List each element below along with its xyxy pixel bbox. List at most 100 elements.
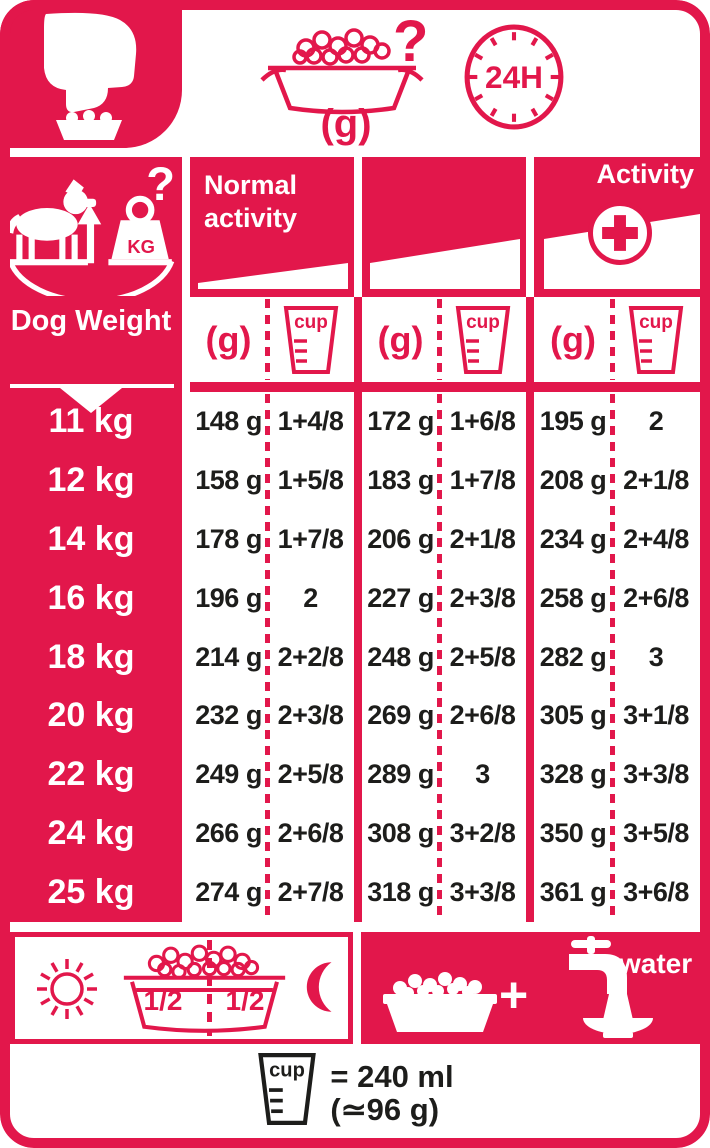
table-row: 266 g 2+6/8	[190, 804, 354, 863]
svg-text:cup: cup	[294, 312, 328, 333]
dashed-split-line	[207, 940, 212, 1036]
grams-header: (g)	[550, 318, 596, 360]
cup-equivalence: = 240 ml (≃96 g)	[330, 1052, 453, 1126]
dotted-divider	[265, 299, 271, 380]
activity-plus-label: Activity	[596, 159, 694, 189]
dotted-divider	[610, 394, 616, 920]
col2-header: (g) cup	[362, 297, 526, 382]
grams-value: 361 g	[539, 877, 607, 908]
cup-value: 1+7/8	[449, 464, 516, 495]
table-row: 249 g 2+5/8	[190, 745, 354, 804]
grams-value: 172 g	[367, 405, 434, 436]
dog-weight-row-label: 12 kg	[47, 460, 135, 499]
cup-value: 2+6/8	[449, 700, 516, 731]
table-row: 318 g 3+3/8	[362, 863, 526, 922]
table-row: 282 g 3	[534, 628, 700, 687]
grams-value: 266 g	[195, 818, 262, 849]
col3-header: (g) cup	[534, 297, 700, 382]
grams-value: 282 g	[539, 641, 607, 672]
grams-value: 178 g	[195, 523, 262, 554]
cup-value: 2+7/8	[277, 877, 344, 908]
table-row: 183 g 1+7/8	[362, 451, 526, 510]
plus-cross-icon	[602, 215, 638, 251]
half-portion-label: 1/2	[143, 985, 183, 1016]
question-mark-icon: ?	[146, 165, 175, 210]
activity-ramp-mid-icon	[370, 239, 520, 289]
cup-value: 2+3/8	[449, 582, 516, 613]
grams-value: 195 g	[539, 405, 607, 436]
cup-legend: cup = 240 ml (≃96 g)	[0, 1052, 710, 1126]
dog-weight-values: 11 kg 12 kg 14 kg 16 kg 18 kg 20 kg 22 kg 24 kg…	[0, 392, 182, 922]
table-row: 232 g 2+3/8	[190, 686, 354, 745]
table-row: 214 g 2+2/8	[190, 628, 354, 687]
table-row: 305 g 3+1/8	[534, 686, 700, 745]
svg-text:cup: cup	[270, 1059, 306, 1081]
table-row: 274 g 2+7/8	[190, 863, 354, 922]
col1-header: (g) cup	[190, 297, 354, 382]
table-row: 227 g 2+3/8	[362, 569, 526, 628]
water-label: water	[619, 948, 693, 979]
cup-value: 2+3/8	[277, 700, 344, 731]
cup-value: 2+1/8	[623, 464, 689, 495]
svg-text:cup: cup	[466, 312, 500, 333]
kg-weight-label: KG	[127, 236, 155, 257]
cup-value: 3	[648, 641, 664, 672]
grams-value: 269 g	[367, 700, 434, 731]
daily-split-panel: 1/2 1/2	[10, 932, 353, 1044]
dotted-divider	[610, 299, 616, 380]
cup-value: 2+2/8	[277, 641, 344, 672]
cup-header: cup	[439, 297, 526, 382]
dog-weight-column: KG ? Dog Weight 11 kg 12 kg 14 kg 16 kg 18 k…	[0, 157, 182, 922]
grams-value: 196 g	[195, 582, 262, 613]
activity-ramp-low-icon	[198, 263, 348, 289]
measuring-cup-icon: cup	[628, 305, 684, 374]
table-row: 328 g 3+3/8	[534, 745, 700, 804]
grams-value: 274 g	[195, 877, 262, 908]
grams-header: (g)	[377, 318, 424, 360]
cup-value: 3+5/8	[623, 818, 689, 849]
grams-value: 214 g	[195, 641, 262, 672]
cup-header: cup	[612, 297, 700, 382]
table-row: 196 g 2	[190, 569, 354, 628]
cup-value: 1+4/8	[277, 405, 344, 436]
dotted-divider	[437, 299, 443, 380]
grams-value: 227 g	[367, 582, 434, 613]
half-bowl-icon	[123, 944, 286, 1033]
measuring-cup-icon: cup	[455, 305, 510, 374]
dog-weight-row-label: 20 kg	[47, 696, 135, 735]
cup-value: 3+1/8	[623, 700, 689, 731]
table-row: 158 g 1+5/8	[190, 451, 354, 510]
dog-weight-row-label: 11 kg	[48, 401, 134, 440]
half-portion-label: 1/2	[225, 985, 265, 1016]
grams-value: 158 g	[195, 464, 262, 495]
grams-header: (g)	[205, 318, 252, 360]
cup-value: 2	[303, 582, 318, 613]
grams-value: 258 g	[539, 582, 607, 613]
moon-icon	[306, 962, 332, 1012]
cup-grams-value: (≃96 g)	[330, 1092, 440, 1127]
food-plus-water-panel: + water	[361, 932, 710, 1044]
grams-value: 305 g	[539, 700, 607, 731]
24h-clock-icon: 24H	[464, 24, 564, 130]
divider-line	[4, 384, 174, 388]
table-row: 148 g 1+4/8	[190, 392, 354, 451]
medium-activity-values: 172 g 1+6/8 183 g 1+7/8 206 g 2+1/8 227 g 2+3/8…	[362, 392, 526, 922]
cup-header: cup	[267, 297, 354, 382]
dog-weight-title: Dog Weight	[10, 305, 172, 337]
cup-value: 2	[648, 405, 664, 436]
cup-value: 3+3/8	[623, 759, 689, 790]
food-bowl-icon	[260, 28, 424, 115]
measuring-cup-icon: cup	[258, 1053, 317, 1125]
grams-value: 206 g	[367, 523, 434, 554]
grams-value: 308 g	[367, 818, 434, 849]
table-row: 248 g 2+5/8	[362, 628, 526, 687]
cup-value: 2+5/8	[277, 759, 344, 790]
dog-weight-row-label: 14 kg	[47, 519, 135, 558]
grams-value: 249 g	[195, 759, 262, 790]
medium-activity-header	[362, 157, 526, 297]
cup-value: 2+6/8	[623, 582, 689, 613]
cup-value: 2+4/8	[623, 523, 689, 554]
cup-value: 3+2/8	[449, 818, 516, 849]
measuring-cup-icon: cup	[283, 305, 338, 374]
